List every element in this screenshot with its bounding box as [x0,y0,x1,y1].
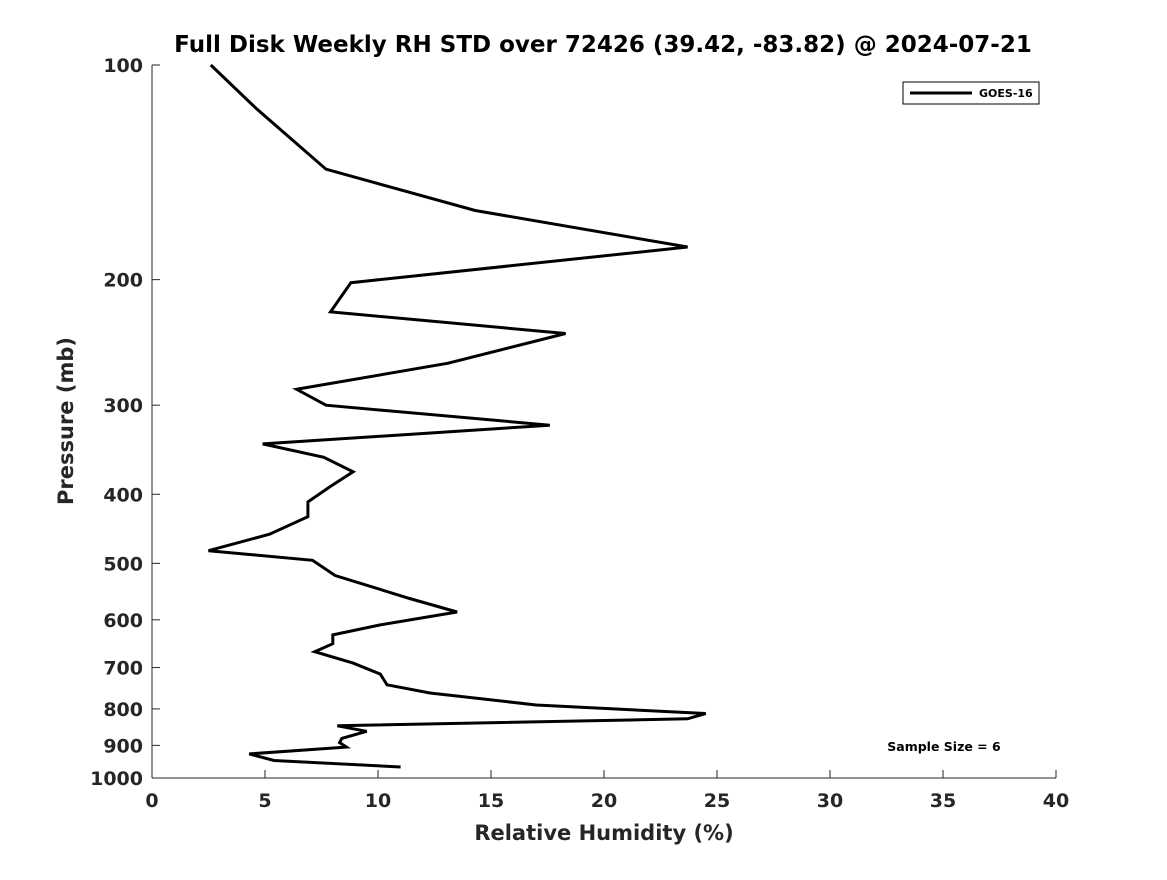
y-tick-label: 300 [103,395,143,417]
y-ticks: 100 200 300 400 500 600 700 800 900 1000 [90,55,160,790]
y-tick-label: 1000 [90,768,143,790]
x-tick-label: 40 [1043,790,1069,812]
x-tick-label: 0 [145,790,158,812]
x-axis-label: Relative Humidity (%) [474,821,733,845]
y-tick-label: 400 [103,484,143,506]
y-tick-label: 600 [103,610,143,632]
sample-size-annotation: Sample Size = 6 [887,739,1001,754]
x-tick-label: 25 [704,790,730,812]
x-tick-label: 10 [365,790,391,812]
y-tick-label: 100 [103,55,143,77]
legend: GOES-16 [902,81,1040,105]
series-layer [208,63,707,769]
x-tick-label: 30 [817,790,843,812]
y-tick-label: 900 [103,735,143,757]
y-axis-label: Pressure (mb) [54,337,78,505]
series-line [208,63,707,769]
chart-title: Full Disk Weekly RH STD over 72426 (39.4… [174,32,1032,58]
y-tick-label: 200 [103,270,143,292]
x-tick-label: 5 [258,790,271,812]
y-tick-label: 800 [103,699,143,721]
x-tick-label: 20 [591,790,617,812]
legend-label: GOES-16 [979,87,1033,100]
x-ticks: 0 5 10 15 20 25 30 35 40 [145,770,1069,812]
y-tick-label: 700 [103,658,143,680]
x-tick-label: 35 [930,790,956,812]
y-tick-label: 500 [103,553,143,575]
x-tick-label: 15 [478,790,504,812]
